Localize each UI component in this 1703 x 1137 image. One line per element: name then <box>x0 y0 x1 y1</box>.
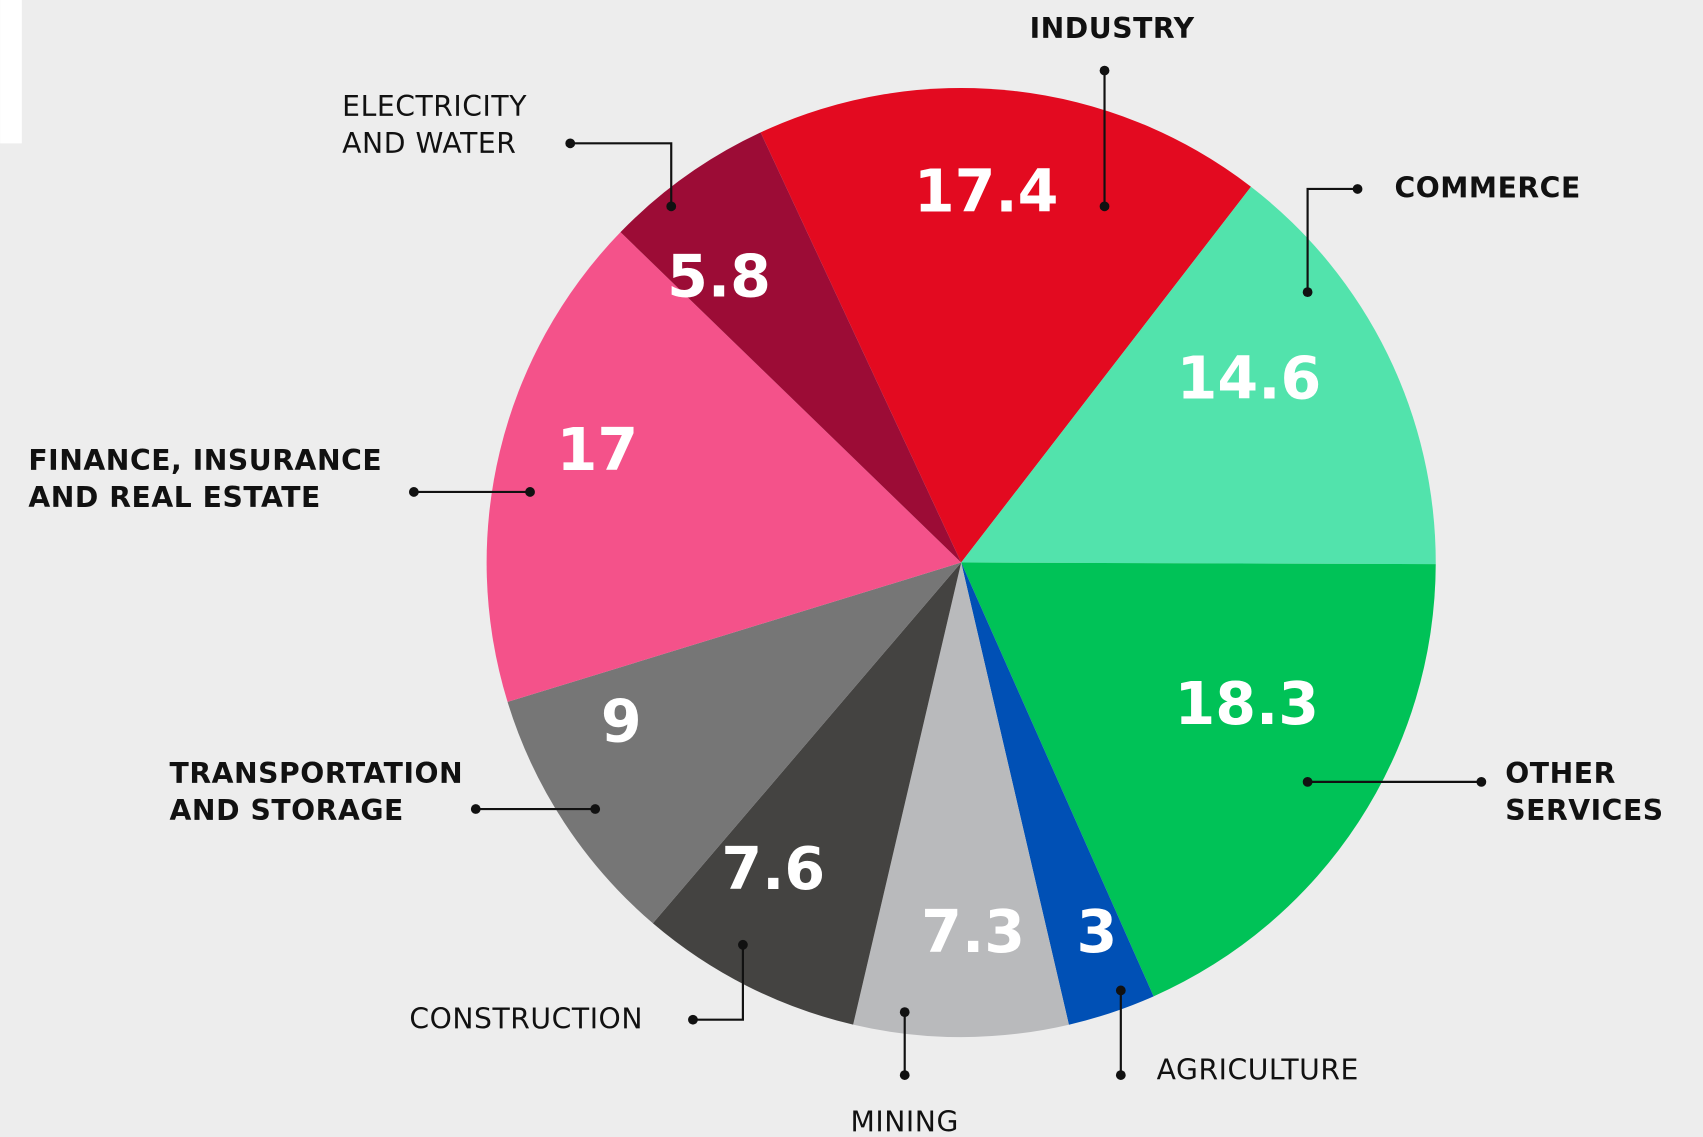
leader-dot <box>666 201 677 212</box>
pie-slice <box>507 562 962 924</box>
category-label-box: INDUSTRY <box>1029 13 1195 46</box>
pie-slice <box>652 562 962 1025</box>
leader-dot <box>1302 287 1313 298</box>
value-label: 14.6 <box>1177 344 1322 412</box>
leader-dot <box>899 1070 910 1080</box>
pie-slice <box>486 232 962 702</box>
pie-slice <box>620 132 962 563</box>
leader-dot <box>1352 184 1363 194</box>
leader-dot <box>1115 1070 1126 1080</box>
category-label: ELECTRICITY AND WATER <box>342 91 528 161</box>
category-label: AGRICULTURE <box>1156 1054 1359 1088</box>
corner-panel <box>0 0 22 144</box>
category-label-box: MINING <box>850 1106 959 1137</box>
leader-dot <box>738 939 748 950</box>
value-label: 3 <box>1077 898 1118 966</box>
category-label-box: COMMERCE <box>1394 172 1581 206</box>
value-label: 18.3 <box>1174 670 1319 738</box>
category-label: COMMERCE <box>1394 172 1581 206</box>
pie-slice <box>760 87 1251 563</box>
category-label-box: FINANCE, INSURANCE AND REAL ESTATE <box>28 445 383 515</box>
leader-dot <box>1302 777 1313 787</box>
leader-dot <box>899 1007 910 1018</box>
leader-dot <box>565 138 576 149</box>
leader-dot <box>1099 65 1110 76</box>
category-label: INDUSTRY <box>1029 13 1195 46</box>
value-label: 17 <box>557 416 639 484</box>
category-label: CONSTRUCTION <box>409 1003 643 1037</box>
pie-slice <box>853 562 1069 1038</box>
leader-line <box>1306 187 1358 293</box>
category-label: OTHER SERVICES <box>1505 758 1664 828</box>
value-label: 17.4 <box>914 158 1059 226</box>
pie-slice <box>961 186 1436 565</box>
leader-dot <box>408 487 419 497</box>
category-label-box: AGRICULTURE <box>1156 1054 1359 1088</box>
leader-dot <box>525 487 535 497</box>
category-label: TRANSPORTATION AND STORAGE <box>169 758 464 828</box>
leader-line <box>570 142 673 207</box>
leader-dot <box>688 1014 698 1025</box>
pie-slice <box>961 562 1154 1025</box>
pie-slice <box>961 562 1436 997</box>
value-label: 7.3 <box>921 898 1025 966</box>
leader-dot <box>1099 201 1110 212</box>
category-label: FINANCE, INSURANCE AND REAL ESTATE <box>28 445 383 515</box>
category-label-box: ELECTRICITY AND WATER <box>342 91 528 161</box>
value-label: 7.6 <box>721 835 825 903</box>
leader-dot <box>1115 985 1126 996</box>
category-label-box: TRANSPORTATION AND STORAGE <box>169 758 464 828</box>
value-label: 5.8 <box>667 242 771 310</box>
leader-dot <box>470 804 481 814</box>
category-label-box: OTHER SERVICES <box>1505 758 1664 828</box>
leader-line <box>692 944 744 1021</box>
leader-dot <box>1476 777 1487 787</box>
category-label: MINING <box>850 1106 959 1137</box>
leader-dot <box>590 804 601 814</box>
category-label-box: CONSTRUCTION <box>409 1003 643 1037</box>
value-label: 9 <box>601 688 642 756</box>
